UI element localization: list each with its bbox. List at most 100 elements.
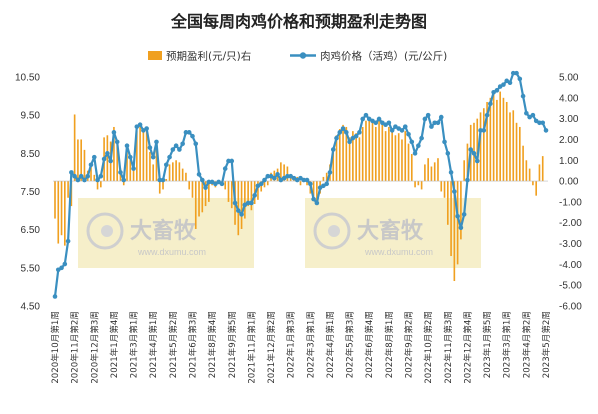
profit-bar bbox=[388, 126, 390, 182]
profit-bar bbox=[64, 181, 66, 246]
price-point bbox=[501, 82, 506, 87]
profit-bar bbox=[280, 162, 282, 182]
x-axis-tick: 2022年12月第4周 bbox=[461, 311, 473, 384]
profit-bar bbox=[181, 168, 184, 182]
price-point bbox=[334, 135, 339, 141]
price-point bbox=[226, 158, 231, 164]
price-point bbox=[98, 173, 104, 179]
price-point bbox=[245, 200, 251, 206]
profit-bar bbox=[54, 181, 56, 219]
profit-bar bbox=[322, 176, 325, 182]
right-axis-tick: -1.00 bbox=[559, 197, 582, 208]
left-axis-tick: 4.50 bbox=[21, 302, 41, 313]
price-point bbox=[376, 116, 382, 122]
profit-bar bbox=[525, 160, 528, 182]
price-point bbox=[229, 158, 235, 164]
price-point bbox=[95, 177, 100, 183]
profit-bar bbox=[77, 139, 79, 182]
left-axis-tick: 5.50 bbox=[21, 263, 41, 274]
price-point bbox=[196, 172, 202, 177]
profit-bar bbox=[129, 156, 132, 182]
price-point bbox=[200, 177, 205, 183]
profit-bar bbox=[325, 172, 328, 182]
profit-bar bbox=[175, 160, 177, 182]
right-axis-tick: 3.00 bbox=[559, 114, 579, 125]
price-point bbox=[363, 112, 369, 118]
profit-bar bbox=[122, 181, 125, 186]
price-point bbox=[432, 120, 438, 126]
price-point bbox=[438, 114, 444, 120]
x-axis-tick: 2021年8月第4周 bbox=[206, 311, 218, 378]
profit-bar bbox=[185, 172, 187, 182]
price-point bbox=[147, 145, 153, 150]
profit-bar bbox=[496, 99, 498, 182]
x-axis-tick: 2022年3月第1周 bbox=[304, 311, 316, 378]
price-point bbox=[435, 120, 441, 126]
profit-bar bbox=[60, 181, 63, 236]
right-axis-tick: 5.00 bbox=[559, 73, 579, 84]
profit-bar bbox=[312, 181, 315, 200]
profit-bar bbox=[126, 147, 128, 182]
price-point bbox=[494, 88, 500, 93]
price-point bbox=[180, 141, 185, 147]
price-point bbox=[78, 173, 84, 179]
price-point bbox=[203, 185, 208, 190]
price-point bbox=[108, 158, 113, 164]
price-point bbox=[52, 294, 58, 299]
price-point bbox=[488, 101, 493, 107]
price-point bbox=[399, 128, 405, 133]
legend-line-marker bbox=[299, 52, 307, 59]
price-point bbox=[301, 177, 307, 183]
profit-bar bbox=[518, 126, 521, 182]
price-point bbox=[206, 179, 212, 185]
price-point bbox=[249, 200, 254, 206]
price-point bbox=[59, 265, 64, 271]
price-point bbox=[265, 173, 271, 179]
right-axis-tick: 0.00 bbox=[559, 177, 579, 188]
price-point bbox=[481, 128, 487, 133]
price-point bbox=[183, 130, 189, 135]
profit-bar bbox=[515, 122, 518, 182]
price-point bbox=[474, 158, 480, 164]
profit-bar bbox=[139, 126, 141, 182]
price-point bbox=[330, 147, 336, 152]
price-point bbox=[121, 177, 127, 183]
profit-bar bbox=[417, 181, 420, 186]
x-axis-tick: 2022年1月第3周 bbox=[285, 311, 297, 378]
legend: 预期盈利(元/只)右 肉鸡价格（活鸡）(元/公斤) bbox=[148, 50, 447, 63]
price-point bbox=[262, 177, 267, 183]
price-point bbox=[425, 112, 431, 118]
profit-bar bbox=[345, 126, 348, 182]
profit-bar bbox=[178, 162, 181, 182]
profit-bar bbox=[257, 181, 259, 200]
profit-bar bbox=[401, 139, 403, 182]
profit-bar bbox=[263, 181, 266, 188]
left-axis-ticks: 4.50 5.50 6.50 7.50 8.50 9.50 10.50 bbox=[15, 73, 40, 313]
legend-line-label: 肉鸡价格（活鸡）(元/公斤) bbox=[320, 50, 447, 63]
price-point bbox=[484, 112, 490, 118]
price-point bbox=[193, 141, 199, 147]
left-axis-tick: 8.50 bbox=[21, 149, 41, 160]
x-axis-tick: 2022年4月第1周 bbox=[324, 311, 336, 378]
price-point bbox=[530, 112, 536, 118]
x-axis-tick: 2023年4月第2周 bbox=[520, 311, 532, 378]
price-point bbox=[239, 212, 244, 217]
profit-bar bbox=[476, 118, 479, 182]
profit-bar bbox=[361, 126, 364, 182]
price-point bbox=[543, 128, 549, 133]
price-point bbox=[232, 200, 238, 206]
price-point bbox=[304, 177, 310, 183]
x-axis-tick: 2021年9月第5周 bbox=[226, 311, 238, 378]
watermark-brand: 大畜牧 bbox=[130, 218, 197, 244]
profit-bar bbox=[132, 164, 135, 182]
profit-bar bbox=[247, 181, 249, 207]
profit-bar bbox=[453, 181, 456, 282]
profit-bar bbox=[113, 126, 115, 182]
price-point bbox=[75, 177, 81, 183]
watermark-url: www.dxumu.com bbox=[364, 247, 433, 257]
price-point bbox=[72, 173, 77, 179]
price-point bbox=[150, 154, 156, 160]
profit-bar bbox=[512, 110, 515, 182]
